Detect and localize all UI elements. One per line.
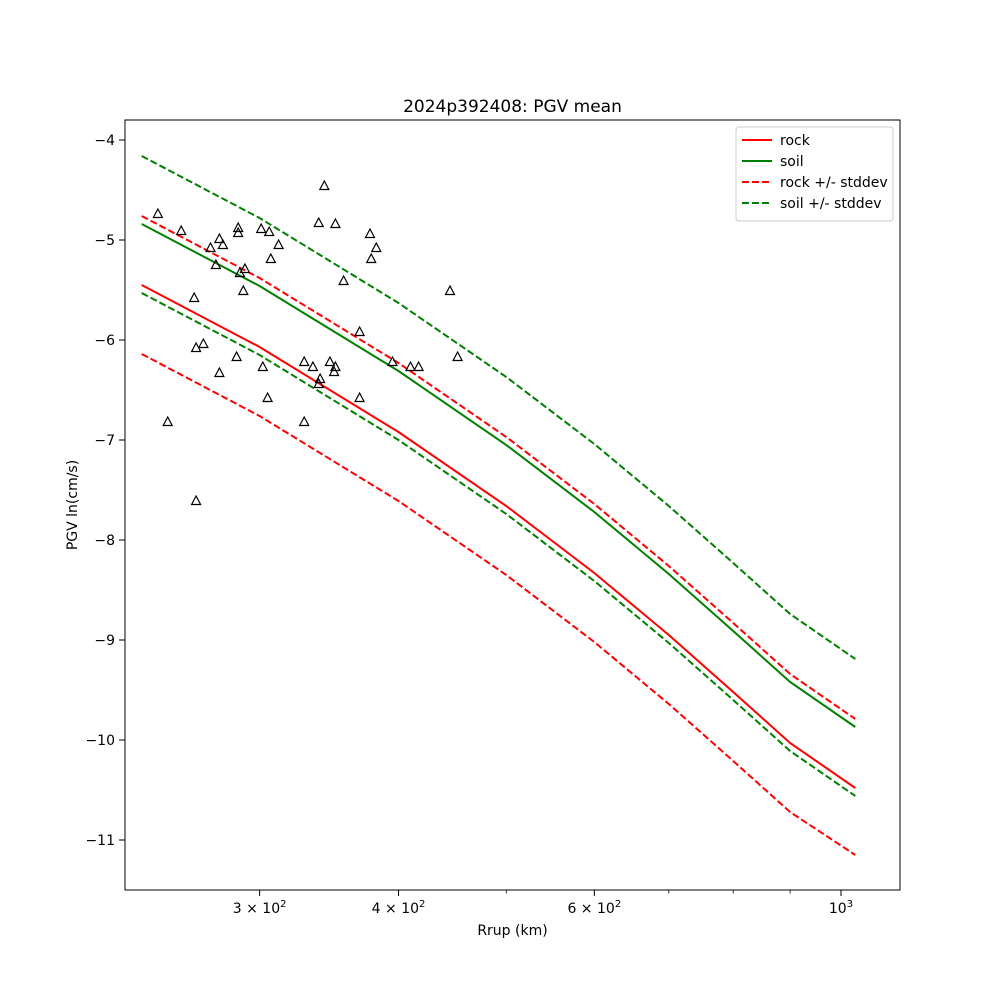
observation-point-14 bbox=[232, 221, 244, 233]
legend-label-soil: soil bbox=[780, 154, 804, 170]
observation-point-0 bbox=[152, 207, 164, 219]
y-tick-label-0: −4 bbox=[94, 133, 115, 149]
legend-label-rock: rock bbox=[780, 133, 811, 149]
observation-point-3 bbox=[188, 291, 200, 303]
observation-point-35 bbox=[338, 274, 350, 286]
series-line-soil-1 bbox=[141, 223, 856, 728]
x-axis: 3 × 102 4 × 102 6 × 102 103 bbox=[233, 890, 853, 917]
observation-point-10 bbox=[213, 366, 225, 378]
observation-point-33 bbox=[329, 360, 341, 372]
series-line-rock-0 bbox=[141, 284, 856, 789]
plot-frame bbox=[124, 119, 901, 891]
observation-point-2 bbox=[175, 224, 187, 236]
y-tick-label-4: −8 bbox=[94, 533, 115, 549]
observation-point-32 bbox=[328, 365, 340, 377]
observation-point-20 bbox=[262, 391, 274, 403]
observation-point-19 bbox=[257, 360, 269, 372]
observation-point-40 bbox=[370, 241, 382, 253]
observation-point-24 bbox=[298, 415, 310, 427]
y-tick-label-2: −6 bbox=[94, 333, 115, 349]
series-line-soil-stddev-5 bbox=[141, 292, 856, 797]
observation-point-9 bbox=[213, 232, 225, 244]
observation-point-27 bbox=[313, 377, 325, 389]
observation-point-39 bbox=[365, 252, 377, 264]
observation-point-28 bbox=[313, 216, 325, 228]
observation-point-12 bbox=[231, 350, 243, 362]
observation-point-30 bbox=[318, 179, 330, 191]
y-axis-label: PGV ln(cm/s) bbox=[65, 460, 81, 550]
observation-points bbox=[152, 179, 464, 506]
observation-point-18 bbox=[255, 222, 267, 234]
legend-label-soil-stddev: soil +/- stddev bbox=[780, 196, 882, 212]
x-axis-label: Rrup (km) bbox=[477, 923, 547, 939]
observation-point-1 bbox=[162, 415, 174, 427]
observation-point-6 bbox=[197, 337, 209, 349]
observation-point-17 bbox=[239, 262, 251, 274]
y-tick-label-1: −5 bbox=[94, 233, 115, 249]
series-layer bbox=[141, 155, 856, 856]
observation-point-21 bbox=[263, 225, 275, 237]
y-axis: −4 −5 −6 −7 −8 −9 −10 −11 bbox=[85, 133, 125, 849]
y-tick-label-7: −11 bbox=[85, 833, 115, 849]
y-tick-label-3: −7 bbox=[94, 433, 115, 449]
observation-point-16 bbox=[237, 284, 249, 296]
x-tick-label-0: 3 × 102 bbox=[233, 899, 287, 917]
y-tick-label-6: −10 bbox=[85, 733, 115, 749]
x-tick-label-2: 6 × 102 bbox=[567, 899, 621, 917]
observation-point-36 bbox=[354, 391, 366, 403]
observation-point-31 bbox=[324, 355, 336, 367]
observation-point-13 bbox=[232, 226, 244, 238]
observation-point-23 bbox=[273, 238, 285, 250]
observation-point-25 bbox=[298, 355, 310, 367]
series-line-rock-stddev-2 bbox=[141, 215, 856, 720]
series-line-soil-stddev-4 bbox=[141, 155, 856, 660]
observation-point-11 bbox=[217, 238, 229, 250]
x-tick-label-3: 103 bbox=[829, 899, 853, 917]
chart-title: 2024p392408: PGV mean bbox=[403, 97, 622, 117]
observation-point-22 bbox=[265, 252, 277, 264]
observation-point-42 bbox=[405, 360, 416, 372]
observation-point-29 bbox=[314, 372, 326, 384]
legend: rock soil rock +/- stddev soil +/- stddev bbox=[735, 126, 894, 222]
observation-point-43 bbox=[413, 360, 425, 372]
observation-point-41 bbox=[387, 355, 398, 367]
series-line-rock-stddev-3 bbox=[141, 353, 856, 856]
legend-label-rock-stddev: rock +/- stddev bbox=[780, 175, 888, 191]
observation-point-45 bbox=[452, 350, 464, 362]
observation-point-26 bbox=[307, 360, 319, 372]
observation-point-4 bbox=[190, 341, 202, 353]
observation-point-34 bbox=[329, 217, 341, 229]
legend-box bbox=[735, 126, 894, 222]
observation-point-7 bbox=[205, 241, 216, 253]
x-tick-label-1: 4 × 102 bbox=[372, 899, 426, 917]
observation-point-38 bbox=[364, 227, 376, 239]
observation-point-5 bbox=[190, 494, 202, 506]
y-tick-label-5: −9 bbox=[94, 633, 115, 649]
observation-point-37 bbox=[354, 325, 366, 337]
observation-point-8 bbox=[210, 258, 222, 270]
observation-point-44 bbox=[444, 284, 456, 296]
